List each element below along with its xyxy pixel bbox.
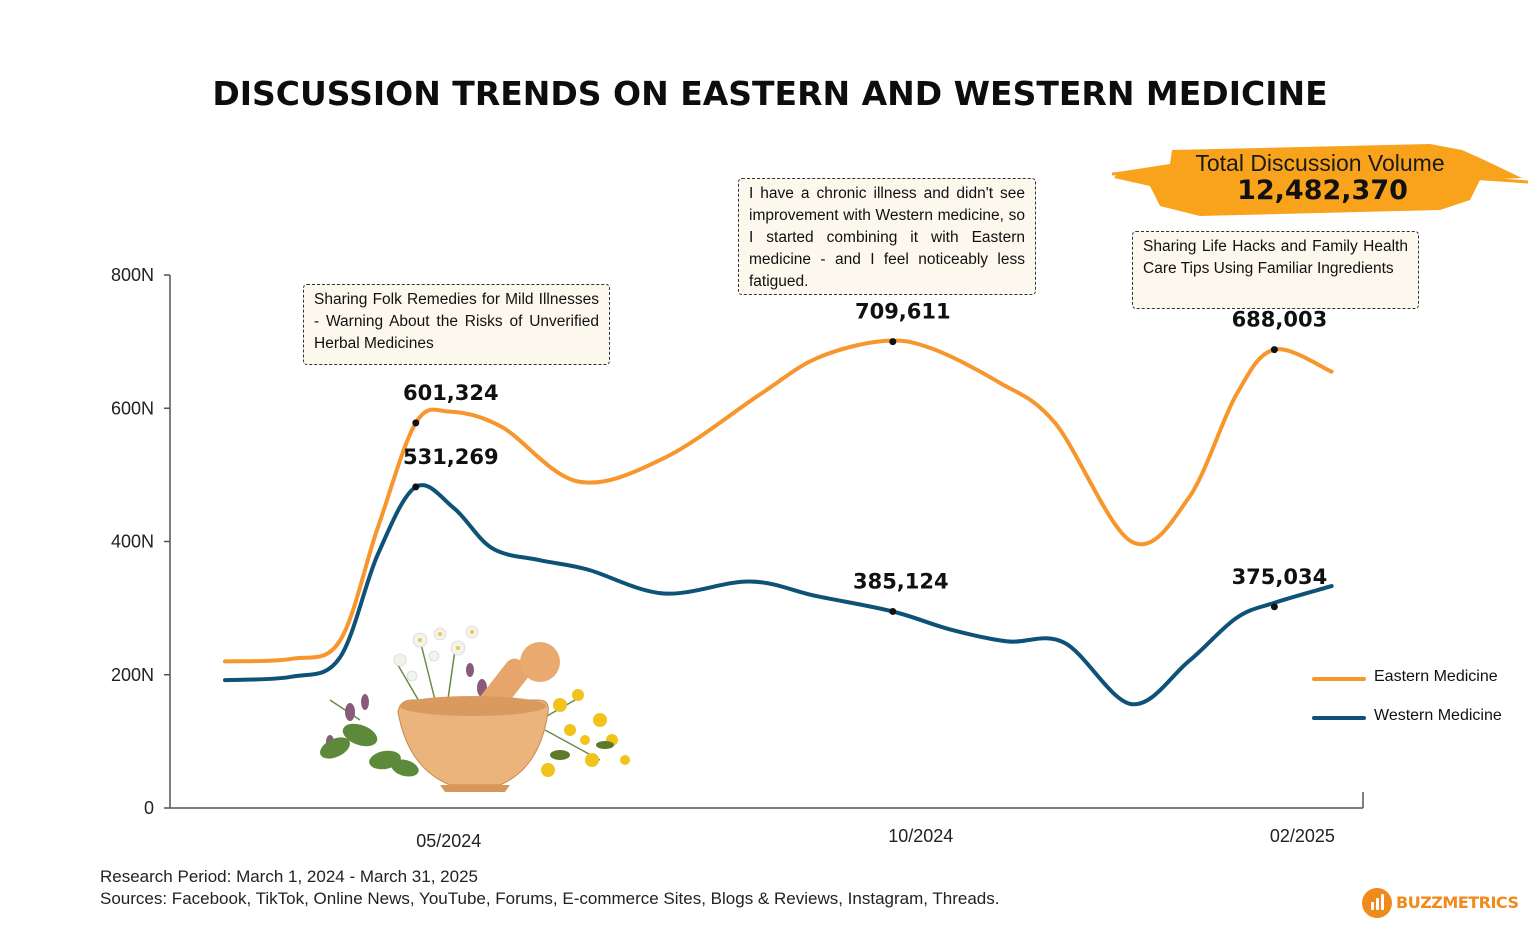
total-volume-value: 12,482,370 bbox=[1237, 175, 1408, 206]
y-tick-label: 600N bbox=[111, 398, 154, 418]
bar-chart-icon bbox=[1362, 888, 1392, 918]
y-tick-label: 200N bbox=[111, 665, 154, 685]
x-tick-label: 10/2024 bbox=[888, 826, 953, 846]
data-label: 531,269 bbox=[403, 445, 499, 469]
legend-eastern-swatch bbox=[1312, 677, 1366, 681]
data-point bbox=[412, 483, 420, 491]
data-label: 601,324 bbox=[403, 381, 499, 405]
total-volume-label: Total Discussion Volume bbox=[1195, 150, 1445, 176]
data-point bbox=[1270, 603, 1278, 611]
research-period: Research Period: March 1, 2024 - March 3… bbox=[100, 867, 478, 886]
annotation-chronic-illness: I have a chronic illness and didn't see … bbox=[738, 178, 1036, 295]
legend-eastern-label: Eastern Medicine bbox=[1374, 668, 1498, 685]
data-sources: Sources: Facebook, TikTok, Online News, … bbox=[100, 889, 1000, 908]
legend-western-swatch bbox=[1312, 716, 1366, 720]
data-point bbox=[889, 338, 897, 346]
herbal-mortar-illustration bbox=[320, 625, 630, 792]
data-point bbox=[1270, 346, 1278, 354]
x-tick-label: 02/2025 bbox=[1270, 826, 1335, 846]
western-medicine-line bbox=[223, 483, 1334, 707]
x-tick-label: 05/2024 bbox=[416, 831, 481, 851]
data-label: 375,034 bbox=[1232, 565, 1328, 589]
eastern-medicine-line bbox=[223, 338, 1334, 664]
brand-name: BUZZMETRICS bbox=[1396, 893, 1519, 912]
data-point bbox=[889, 607, 897, 615]
y-tick-label: 0 bbox=[144, 798, 154, 818]
data-label: 385,124 bbox=[853, 569, 949, 593]
buzzmetrics-logo: BUZZMETRICS bbox=[1362, 888, 1522, 920]
chart-title: DISCUSSION TRENDS ON EASTERN AND WESTERN… bbox=[212, 74, 1328, 113]
annotation-folk-remedies: Sharing Folk Remedies for Mild Illnesses… bbox=[303, 284, 610, 365]
data-point bbox=[412, 419, 420, 427]
total-volume-highlight bbox=[1111, 144, 1529, 216]
y-tick-label: 800N bbox=[111, 265, 154, 285]
annotation-life-hacks: Sharing Life Hacks and Family Health Car… bbox=[1132, 231, 1419, 309]
y-tick-label: 400N bbox=[111, 532, 154, 552]
legend-western-label: Western Medicine bbox=[1374, 707, 1502, 724]
data-label: 688,003 bbox=[1232, 308, 1328, 332]
data-label: 709,611 bbox=[855, 300, 951, 324]
